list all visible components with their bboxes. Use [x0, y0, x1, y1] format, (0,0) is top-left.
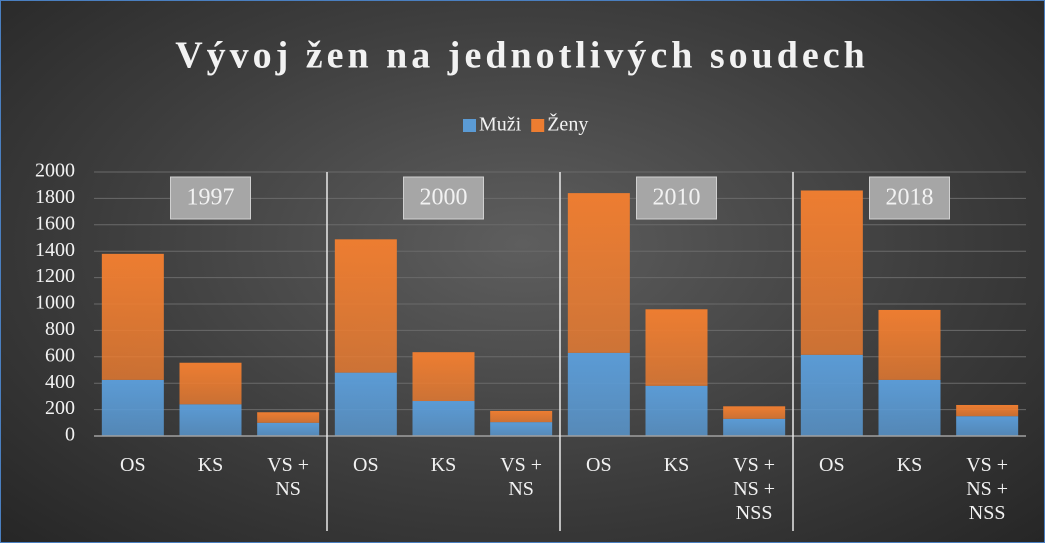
bar-segment	[101, 253, 164, 380]
bar-segment	[490, 422, 553, 436]
bar-segment	[800, 354, 863, 436]
x-tick-label: KS	[663, 454, 690, 476]
y-tick-label: 0	[65, 424, 75, 446]
bar-segment	[645, 385, 708, 436]
x-tick-label: VS + NS + NSS	[966, 454, 1009, 524]
bar-segment	[956, 404, 1019, 417]
group-label-box	[869, 176, 950, 220]
bar-segment	[412, 352, 475, 402]
y-tick-label: 1600	[35, 212, 75, 234]
group-label: 1997	[187, 185, 235, 211]
y-tick-label: 200	[45, 397, 75, 419]
y-tick-label: 400	[45, 371, 75, 393]
y-tick-label: 1200	[35, 265, 75, 287]
legend-label: Ženy	[547, 113, 588, 136]
x-tick-label: OS	[586, 454, 612, 476]
group-label-box	[636, 176, 717, 220]
bar-segment	[334, 239, 397, 373]
chart-title: Vývoj žen na jednotlivých soudech	[175, 35, 869, 77]
bar-segment	[490, 410, 553, 423]
bar-segment	[412, 401, 475, 436]
bar-segment	[257, 412, 320, 423]
x-tick-label: VS + NS	[267, 454, 310, 500]
bar-segment	[645, 309, 708, 386]
x-tick-label: VS + NS + NSS	[733, 454, 776, 524]
bar-segment	[723, 418, 786, 436]
legend-swatch	[531, 119, 545, 132]
bar-segment	[800, 190, 863, 355]
y-tick-label: 600	[45, 344, 75, 366]
x-tick-label: OS	[120, 454, 146, 476]
bar-segment	[567, 352, 630, 436]
bar-segment	[257, 422, 320, 436]
bar-segment	[878, 309, 941, 380]
y-tick-label: 2000	[35, 160, 75, 182]
group-label-box	[170, 176, 251, 220]
x-tick-label: KS	[197, 454, 224, 476]
group-label-box	[403, 176, 484, 220]
bar-segment	[723, 406, 786, 419]
x-tick-label: VS + NS	[500, 454, 543, 500]
x-tick-label: KS	[430, 454, 457, 476]
group-label: 2000	[420, 185, 468, 211]
bar-segment	[567, 193, 630, 353]
bar-segment	[956, 416, 1019, 436]
bar-segment	[179, 404, 242, 436]
bar-segment	[179, 362, 242, 405]
x-tick-label: KS	[896, 454, 923, 476]
bar-segment	[101, 379, 164, 436]
legend-label: Muži	[479, 114, 522, 136]
y-tick-label: 1000	[35, 292, 75, 314]
legend-swatch	[463, 119, 476, 132]
y-tick-label: 1800	[35, 186, 75, 208]
y-tick-label: 1400	[35, 239, 75, 261]
x-tick-label: OS	[819, 454, 845, 476]
bar-segment	[878, 379, 941, 436]
y-tick-label: 800	[45, 318, 75, 340]
group-label: 2018	[886, 185, 934, 211]
group-label: 2010	[653, 185, 701, 211]
bar-segment	[334, 372, 397, 436]
x-tick-label: OS	[353, 454, 379, 476]
